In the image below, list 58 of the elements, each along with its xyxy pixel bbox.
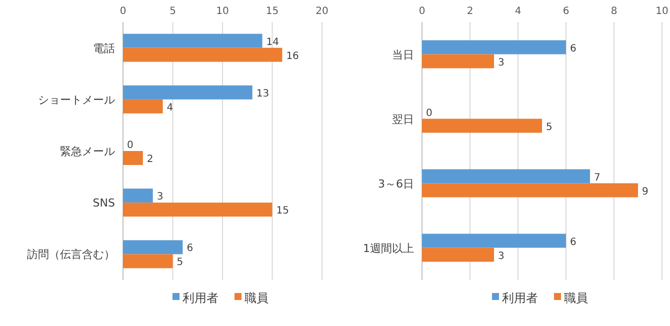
bar — [422, 169, 590, 184]
x-tick-label: 20 — [316, 6, 328, 17]
x-tick-label: 10 — [656, 6, 668, 17]
bar — [123, 254, 173, 268]
bar — [123, 188, 153, 203]
x-tick-label: 15 — [266, 6, 279, 17]
data-label: 5 — [176, 257, 184, 268]
data-label: 5 — [546, 122, 552, 133]
bar — [422, 234, 566, 248]
bar — [422, 54, 494, 68]
legend-label: 利用者 — [182, 291, 218, 305]
legend-label: 利用者 — [502, 291, 538, 305]
y-tick-label: 3～6日 — [378, 177, 414, 190]
bar — [422, 248, 494, 262]
data-label: 9 — [642, 186, 648, 198]
data-label: 2 — [146, 154, 154, 165]
bar — [123, 240, 183, 254]
data-label: 6 — [570, 236, 576, 248]
data-label: 14 — [266, 36, 280, 48]
data-label: 13 — [256, 88, 270, 100]
x-tick-label: 6 — [562, 6, 570, 17]
data-label: 6 — [186, 243, 194, 254]
bar — [123, 85, 252, 100]
x-tick-label: 4 — [514, 6, 522, 17]
data-label: 0 — [127, 140, 134, 151]
bar — [123, 151, 143, 165]
data-label: 16 — [286, 50, 299, 62]
data-label: 3 — [498, 57, 504, 68]
y-tick-label: ショートメール — [38, 93, 115, 106]
legend-label: 職員 — [244, 291, 268, 305]
data-label: 7 — [594, 172, 600, 184]
x-tick-label: 5 — [170, 6, 176, 17]
y-tick-label: 電話 — [93, 42, 115, 55]
data-label: 3 — [156, 192, 164, 203]
bar — [123, 48, 282, 62]
bar — [123, 99, 163, 114]
x-tick-label: 8 — [610, 6, 618, 17]
y-tick-label: 緊急メール — [60, 145, 115, 158]
x-tick-label: 10 — [216, 6, 229, 17]
bar — [422, 118, 542, 133]
y-tick-label: SNS — [92, 196, 116, 210]
bar — [422, 183, 638, 198]
y-tick-label: 当日 — [392, 48, 414, 62]
bar — [422, 40, 566, 54]
legend-label: 職員 — [564, 291, 588, 305]
bar — [123, 202, 272, 217]
data-label: 4 — [166, 102, 174, 114]
bar — [123, 34, 262, 48]
data-label: 6 — [570, 43, 576, 54]
y-tick-label: 翌日 — [392, 112, 414, 126]
y-tick-label: 1週間以上 — [363, 242, 414, 255]
data-label: 15 — [276, 206, 289, 217]
y-tick-label: 訪問（伝言含む） — [27, 248, 115, 262]
data-label: 3 — [498, 250, 504, 262]
x-tick-label: 0 — [418, 6, 426, 17]
x-tick-label: 0 — [120, 6, 126, 17]
x-tick-label: 2 — [466, 6, 474, 17]
data-label: 0 — [426, 108, 432, 119]
